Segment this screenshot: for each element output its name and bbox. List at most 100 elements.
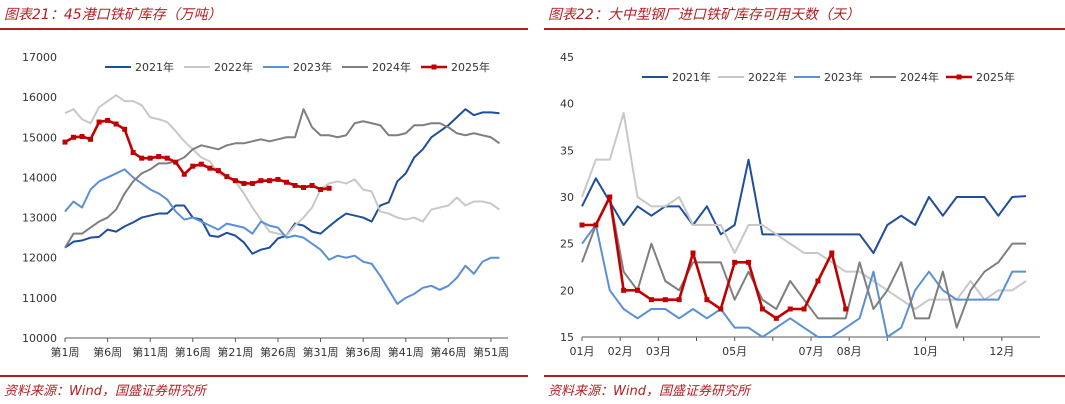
right-title-rule xyxy=(544,28,1065,30)
right-source-rule xyxy=(544,375,1065,377)
legend-label: 2022年 xyxy=(214,60,253,74)
series-point-2025 xyxy=(292,182,298,188)
y-tick-label: 15000 xyxy=(22,131,57,144)
series-line-2021 xyxy=(64,108,500,255)
x-tick-label: 12月 xyxy=(989,345,1014,358)
series-line-2024 xyxy=(64,108,501,249)
left-chart: 10000 11000 12000 13000 14000 15000 16000 17000… xyxy=(22,51,509,359)
series-point-2025 xyxy=(62,139,68,145)
legend-label: 2023年 xyxy=(824,70,863,84)
left-source-rule xyxy=(0,375,528,377)
series-point-2025 xyxy=(258,178,264,184)
y-tick-label: 14000 xyxy=(22,171,57,184)
legend-label: 2021年 xyxy=(672,70,711,84)
series-point-2025 xyxy=(215,168,221,174)
x-tick-label: 第21周 xyxy=(217,345,253,359)
series-point-2025 xyxy=(843,306,849,312)
left-title-rule xyxy=(0,28,528,30)
series-line-2023 xyxy=(581,224,1027,338)
right-source-note: 资料来源：Wind，国盛证券研究所 xyxy=(548,384,750,399)
series-point-2025 xyxy=(207,165,213,171)
legend-label: 2024年 xyxy=(372,60,411,74)
left-source-note: 资料来源：Wind，国盛证券研究所 xyxy=(4,384,206,399)
series-point-2025 xyxy=(275,176,281,182)
x-tick-label: 第11周 xyxy=(132,345,168,359)
series-line-2022 xyxy=(581,112,1027,310)
y-tick-label: 17000 xyxy=(22,51,57,64)
legend-marker xyxy=(431,64,437,70)
x-tick-label: 第6周 xyxy=(93,345,122,359)
legend-label: 2025年 xyxy=(976,70,1015,84)
series-point-2025 xyxy=(635,287,641,293)
x-tick-label: 07月 xyxy=(799,345,824,358)
x-tick-label: 第36周 xyxy=(345,345,381,359)
series-point-2025 xyxy=(829,250,835,256)
legend-label: 2022年 xyxy=(748,70,787,84)
series-point-2025 xyxy=(787,306,793,312)
series-point-2025 xyxy=(224,174,230,180)
legend-label: 2023年 xyxy=(293,60,332,74)
x-tick-label: 03月 xyxy=(646,345,671,358)
series-point-2025 xyxy=(190,163,196,169)
series-point-2025 xyxy=(326,185,332,191)
series-point-2025 xyxy=(105,117,111,123)
y-tick-label: 40 xyxy=(560,98,574,111)
series-point-2025 xyxy=(173,159,179,165)
series-line-2023 xyxy=(64,168,500,305)
x-tick-label: 第51周 xyxy=(473,345,509,359)
y-tick-label: 11000 xyxy=(22,292,57,305)
series-point-2025 xyxy=(690,250,696,256)
legend-marker xyxy=(956,74,962,80)
y-tick-label: 12000 xyxy=(22,252,57,265)
x-tick-label: 08月 xyxy=(837,345,862,358)
series-point-2025 xyxy=(676,297,682,303)
series-line-2024 xyxy=(581,196,1027,329)
x-tick-label: 第41周 xyxy=(388,345,424,359)
y-tick-label: 15 xyxy=(560,331,574,344)
series-point-2025 xyxy=(607,194,613,200)
series-point-2025 xyxy=(621,287,627,293)
y-tick-label: 20 xyxy=(560,284,574,297)
series-point-2025 xyxy=(648,297,654,303)
x-tick-label: 第1周 xyxy=(51,345,80,359)
series-point-2025 xyxy=(113,121,119,127)
x-tick-label: 第26周 xyxy=(260,345,296,359)
series-point-2025 xyxy=(122,126,128,132)
series-point-2025 xyxy=(579,222,585,228)
y-tick-label: 30 xyxy=(560,191,574,204)
y-tick-label: 25 xyxy=(560,238,574,251)
series-point-2025 xyxy=(704,297,710,303)
legend-label: 2021年 xyxy=(135,60,174,74)
series-point-2025 xyxy=(593,222,599,228)
y-tick-label: 35 xyxy=(560,144,574,157)
y-tick-label: 10000 xyxy=(22,332,57,345)
right-chart-title: 图表22：大中型钢厂进口铁矿库存可用天数（天） xyxy=(548,7,860,23)
series-point-2025 xyxy=(662,297,668,303)
series-point-2025 xyxy=(309,182,315,188)
series-point-2025 xyxy=(241,180,247,186)
series-point-2025 xyxy=(198,161,204,167)
series-point-2025 xyxy=(181,171,187,177)
series-point-2025 xyxy=(718,306,724,312)
series-point-2025 xyxy=(130,150,136,156)
series-point-2025 xyxy=(139,155,145,161)
x-tick-label: 第16周 xyxy=(175,345,211,359)
series-point-2025 xyxy=(156,154,162,160)
series-point-2025 xyxy=(815,278,821,284)
x-tick-label: 10月 xyxy=(913,345,938,358)
series-point-2025 xyxy=(266,178,272,184)
series-point-2025 xyxy=(318,186,324,192)
left-chart-title: 图表21：45港口铁矿库存（万吨） xyxy=(4,7,222,23)
series-point-2025 xyxy=(164,155,170,161)
series-point-2025 xyxy=(732,259,738,265)
series-point-2025 xyxy=(801,306,807,312)
right-chart: 15 20 25 30 35 40 45 01月 02月 03月 05月 07月 08月 10月 12月 20… xyxy=(560,51,1040,358)
series-line-2022 xyxy=(64,94,501,237)
legend-label: 2024年 xyxy=(900,70,939,84)
x-tick-label: 第31周 xyxy=(303,345,339,359)
x-tick-label: 第46周 xyxy=(430,345,466,359)
x-tick-label: 05月 xyxy=(722,345,747,358)
series-point-2025 xyxy=(232,178,238,184)
series-point-2025 xyxy=(759,306,765,312)
series-point-2025 xyxy=(249,180,255,186)
